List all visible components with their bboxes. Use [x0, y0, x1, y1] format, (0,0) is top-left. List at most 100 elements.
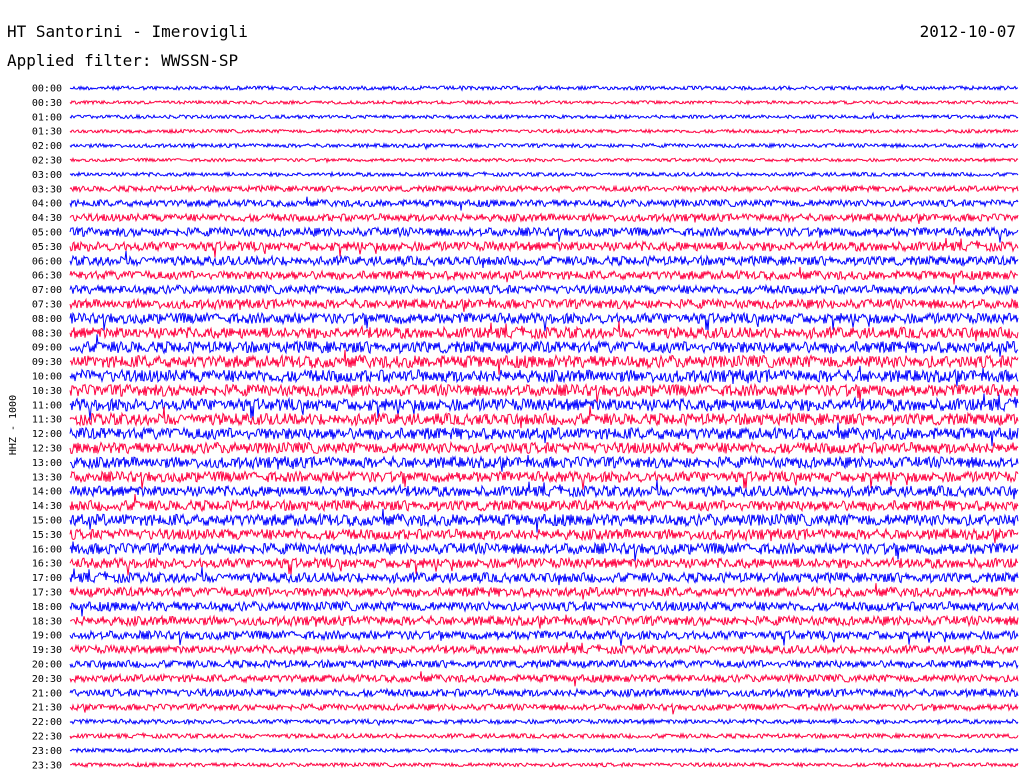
- time-tick-label: 12:00: [32, 429, 62, 440]
- trace-line: [69, 251, 1019, 268]
- time-tick-label: 00:00: [32, 84, 62, 95]
- time-tick-label: 06:30: [32, 271, 62, 282]
- time-tick-label: 02:30: [32, 156, 62, 167]
- time-tick-label: 10:00: [32, 372, 62, 383]
- trace-line: [69, 567, 1019, 586]
- time-tick-label: 15:30: [32, 530, 62, 541]
- trace-line: [69, 541, 1019, 562]
- trace-line: [69, 283, 1019, 296]
- trace-line: [69, 321, 1019, 342]
- trace-line: [69, 406, 1019, 429]
- time-tick-label: 07:30: [32, 300, 62, 311]
- trace-line: [69, 702, 1019, 715]
- time-tick-label: 03:00: [32, 170, 62, 181]
- station-title: HT Santorini - Imerovigli: [7, 22, 248, 41]
- trace-group: [69, 84, 1019, 769]
- trace-line: [69, 84, 1018, 92]
- trace-line: [69, 614, 1019, 629]
- time-tick-label: 19:00: [32, 631, 62, 642]
- date-label: 2012-10-07: [920, 22, 1016, 41]
- time-tick-label: 18:00: [32, 602, 62, 613]
- time-tick-label: 15:00: [32, 516, 62, 527]
- y-axis-label: HHZ - 1000: [8, 395, 19, 455]
- time-tick-label: 16:30: [32, 559, 62, 570]
- time-tick-label: 13:30: [32, 472, 62, 483]
- trace-line: [69, 111, 1019, 121]
- trace-line: [69, 365, 1019, 387]
- trace-line: [69, 99, 1019, 106]
- trace-line: [69, 141, 1019, 151]
- trace-line: [69, 687, 1019, 699]
- time-tick-label: 21:00: [32, 688, 62, 699]
- trace-line: [69, 717, 1019, 727]
- time-tick-label: 02:00: [32, 141, 62, 152]
- trace-line: [69, 297, 1019, 312]
- trace-line: [69, 747, 1019, 755]
- filter-label: Applied filter: WWSSN-SP: [7, 51, 238, 70]
- trace-line: [69, 334, 1019, 357]
- time-tick-label: 09:00: [32, 343, 62, 354]
- trace-line: [69, 196, 1019, 211]
- trace-line: [69, 440, 1019, 456]
- time-tick-label: 14:00: [32, 487, 62, 498]
- trace-line: [69, 237, 1019, 258]
- time-tick-label: 01:30: [32, 127, 62, 138]
- time-tick-label: 14:30: [32, 501, 62, 512]
- time-tick-group: 00:00 00:30 01:00 01:30 02:00 02:30 03:00 03:30…: [32, 84, 62, 772]
- time-tick-label: 23:00: [32, 746, 62, 757]
- trace-line: [69, 642, 1019, 656]
- time-tick-label: 08:00: [32, 314, 62, 325]
- time-tick-label: 01:00: [32, 112, 62, 123]
- time-tick-label: 05:00: [32, 228, 62, 239]
- time-tick-label: 11:30: [32, 415, 62, 426]
- time-tick-label: 13:00: [32, 458, 62, 469]
- trace-line: [69, 469, 1019, 490]
- trace-line: [69, 127, 1019, 135]
- time-tick-label: 05:30: [32, 242, 62, 253]
- trace-line: [69, 658, 1019, 670]
- time-tick-label: 17:30: [32, 588, 62, 599]
- trace-line: [69, 184, 1019, 194]
- trace-line: [70, 761, 1019, 769]
- time-tick-label: 00:30: [32, 98, 62, 109]
- time-tick-label: 20:00: [32, 660, 62, 671]
- time-tick-label: 03:30: [32, 184, 62, 195]
- trace-line: [69, 555, 1019, 576]
- time-tick-label: 20:30: [32, 674, 62, 685]
- trace-line: [69, 311, 1019, 332]
- time-tick-label: 04:00: [32, 199, 62, 210]
- time-tick-label: 22:00: [32, 717, 62, 728]
- time-tick-label: 10:30: [32, 386, 62, 397]
- trace-line: [69, 170, 1019, 178]
- trace-line: [69, 393, 1019, 420]
- time-tick-label: 08:30: [32, 328, 62, 339]
- trace-line: [69, 156, 1019, 164]
- trace-line: [69, 266, 1019, 285]
- time-tick-label: 09:30: [32, 357, 62, 368]
- time-tick-label: 07:00: [32, 285, 62, 296]
- trace-line: [69, 454, 1019, 472]
- time-tick-label: 17:00: [32, 573, 62, 584]
- trace-line: [69, 731, 1019, 740]
- time-tick-label: 04:30: [32, 213, 62, 224]
- time-tick-label: 11:00: [32, 400, 62, 411]
- time-tick-label: 16:00: [32, 544, 62, 555]
- trace-line: [69, 480, 1019, 500]
- time-tick-label: 12:30: [32, 444, 62, 455]
- time-tick-label: 06:00: [32, 256, 62, 267]
- time-tick-label: 23:30: [32, 760, 62, 771]
- trace-line: [69, 583, 1019, 600]
- time-tick-label: 21:30: [32, 703, 62, 714]
- trace-line: [69, 212, 1019, 225]
- trace-line: [69, 422, 1019, 447]
- trace-line: [69, 671, 1019, 687]
- trace-line: [69, 226, 1019, 243]
- time-tick-label: 18:30: [32, 616, 62, 627]
- trace-line: [69, 600, 1019, 617]
- trace-line: [69, 527, 1019, 544]
- trace-line: [69, 629, 1019, 646]
- trace-line: [69, 349, 1019, 375]
- trace-line: [69, 508, 1019, 533]
- time-tick-label: 22:30: [32, 732, 62, 743]
